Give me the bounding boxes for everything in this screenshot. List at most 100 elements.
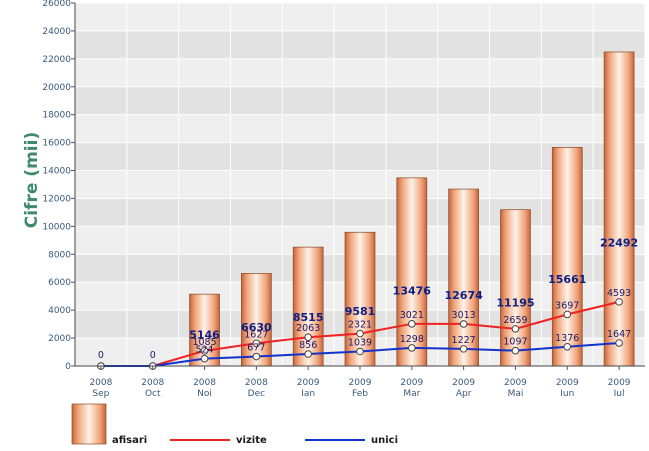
bar[interactable] bbox=[292, 246, 324, 367]
series-point-unici[interactable] bbox=[459, 345, 468, 353]
bar[interactable] bbox=[396, 177, 428, 367]
legend-swatch-afisari bbox=[71, 403, 107, 445]
x-tick-month: Sep bbox=[92, 389, 109, 399]
y-tick-label: 24000 bbox=[42, 27, 71, 37]
point-value-label: 4593 bbox=[607, 288, 631, 299]
x-tick-month: Dec bbox=[248, 389, 265, 399]
series-point-vizite[interactable] bbox=[252, 339, 261, 348]
series-point-vizite[interactable] bbox=[459, 320, 468, 328]
y-tick-label: 4000 bbox=[48, 306, 71, 316]
y-tick-label: 22000 bbox=[42, 55, 71, 65]
series-point-unici[interactable] bbox=[511, 346, 520, 355]
series-point-unici[interactable] bbox=[304, 350, 312, 358]
point-value-label: 1227 bbox=[452, 335, 476, 346]
legend-label-afisari: afisari bbox=[112, 435, 147, 446]
data-labels: 0 0 5146 6630 8515 9581 13476 12674 11195 15661 22… bbox=[98, 237, 638, 361]
point-value-label: 1298 bbox=[400, 334, 424, 345]
y-axis-title: Cifre (mii) bbox=[22, 132, 42, 228]
x-tick-month: Mar bbox=[403, 389, 420, 399]
x-tick-year: 2009 bbox=[556, 378, 579, 388]
x-tick-year: 2009 bbox=[608, 378, 631, 388]
x-tick-month: Mai bbox=[508, 389, 524, 399]
x-tick-year: 2009 bbox=[349, 378, 372, 388]
point-value-label: 2659 bbox=[503, 315, 527, 326]
y-tick-label: 18000 bbox=[42, 111, 71, 121]
point-value-label: 677 bbox=[247, 343, 265, 354]
x-tick-year: 2009 bbox=[504, 378, 527, 388]
series-point-vizite[interactable] bbox=[615, 298, 623, 306]
x-tick-month: Noi bbox=[197, 389, 212, 399]
point-value-label: 524 bbox=[195, 345, 213, 356]
legend-label-unici: unici bbox=[371, 435, 398, 446]
x-tick-year: 2008 bbox=[89, 378, 112, 388]
x-tick-year: 2009 bbox=[400, 378, 423, 388]
series-point-unici[interactable] bbox=[356, 347, 364, 356]
y-tick-label: 10000 bbox=[42, 222, 71, 232]
series-point-vizite[interactable] bbox=[356, 329, 364, 338]
point-value-label: 856 bbox=[299, 340, 317, 351]
gridlines bbox=[74, 2, 646, 367]
point-value-label: 1627 bbox=[244, 329, 268, 340]
series-point-vizite[interactable] bbox=[563, 310, 572, 319]
bar[interactable] bbox=[448, 188, 479, 367]
bar[interactable] bbox=[241, 273, 272, 367]
y-tick-label: 16000 bbox=[42, 139, 71, 149]
plot-band bbox=[75, 198, 645, 227]
x-tick-year: 2009 bbox=[452, 378, 475, 388]
x-tick-month: Feb bbox=[352, 389, 368, 399]
point-value-label: 1085 bbox=[192, 337, 216, 348]
y-tick-label: 8000 bbox=[48, 250, 71, 260]
x-tick-month: Ian bbox=[301, 389, 315, 399]
bar[interactable] bbox=[344, 231, 376, 367]
y-tick-label: 2000 bbox=[48, 334, 71, 344]
series-point-unici[interactable] bbox=[408, 344, 416, 352]
bar-value-label: 11195 bbox=[496, 297, 534, 310]
y-tick-label: 14000 bbox=[42, 167, 71, 177]
bars bbox=[189, 51, 635, 367]
point-value-label: 3013 bbox=[452, 310, 476, 321]
x-tick-month: Iul bbox=[614, 389, 625, 399]
y-tick-label: 6000 bbox=[48, 278, 71, 288]
y-tick-label: 20000 bbox=[42, 83, 71, 93]
series-point-unici[interactable] bbox=[615, 339, 623, 347]
legend: afisari vizite unici bbox=[71, 403, 398, 446]
bar-value-label: 0 bbox=[150, 350, 156, 361]
point-value-label: 3697 bbox=[555, 300, 579, 311]
point-value-label: 1097 bbox=[503, 337, 527, 348]
bar[interactable] bbox=[603, 51, 635, 367]
x-tick-month: Apr bbox=[456, 389, 472, 399]
y-tick-label: 12000 bbox=[42, 194, 71, 204]
bar-value-label: 0 bbox=[98, 350, 104, 361]
x-axis: 2008Sep2008Oct2008Noi2008Dec2009Ian2009F… bbox=[75, 365, 645, 399]
series-point-vizite[interactable] bbox=[511, 325, 520, 333]
series-point-unici[interactable] bbox=[563, 342, 572, 351]
point-value-label: 2321 bbox=[348, 320, 372, 331]
bar-value-label: 13476 bbox=[393, 285, 432, 298]
legend-label-vizite: vizite bbox=[236, 435, 267, 446]
bar[interactable] bbox=[551, 146, 583, 367]
y-axis: 0 2000 4000 6000 8000 10000 12000 14000 16000 180… bbox=[42, 0, 76, 372]
bar-value-label: 6630 bbox=[241, 321, 272, 334]
series-point-unici[interactable] bbox=[200, 354, 209, 363]
series-point-vizite[interactable] bbox=[304, 333, 312, 341]
bar-value-label: 15661 bbox=[548, 273, 586, 286]
point-value-label: 1039 bbox=[348, 337, 372, 348]
plot-band bbox=[75, 58, 645, 87]
bar-value-label: 12674 bbox=[444, 289, 483, 302]
point-value-label: 3021 bbox=[400, 310, 424, 321]
plot-band bbox=[75, 142, 645, 171]
bar-value-label: 22492 bbox=[600, 237, 638, 250]
plot-band bbox=[75, 86, 645, 115]
x-tick-month: Oct bbox=[145, 389, 161, 399]
point-value-label: 1376 bbox=[555, 333, 579, 344]
x-tick-year: 2008 bbox=[141, 378, 164, 388]
x-tick-year: 2008 bbox=[193, 378, 216, 388]
plot-band bbox=[75, 3, 645, 31]
series-point-vizite[interactable] bbox=[200, 347, 209, 355]
series-point-vizite[interactable] bbox=[408, 320, 416, 328]
point-value-label: 1647 bbox=[607, 329, 631, 340]
x-tick-year: 2008 bbox=[245, 378, 268, 388]
series-point-unici[interactable] bbox=[252, 352, 261, 361]
bar[interactable] bbox=[500, 209, 531, 367]
